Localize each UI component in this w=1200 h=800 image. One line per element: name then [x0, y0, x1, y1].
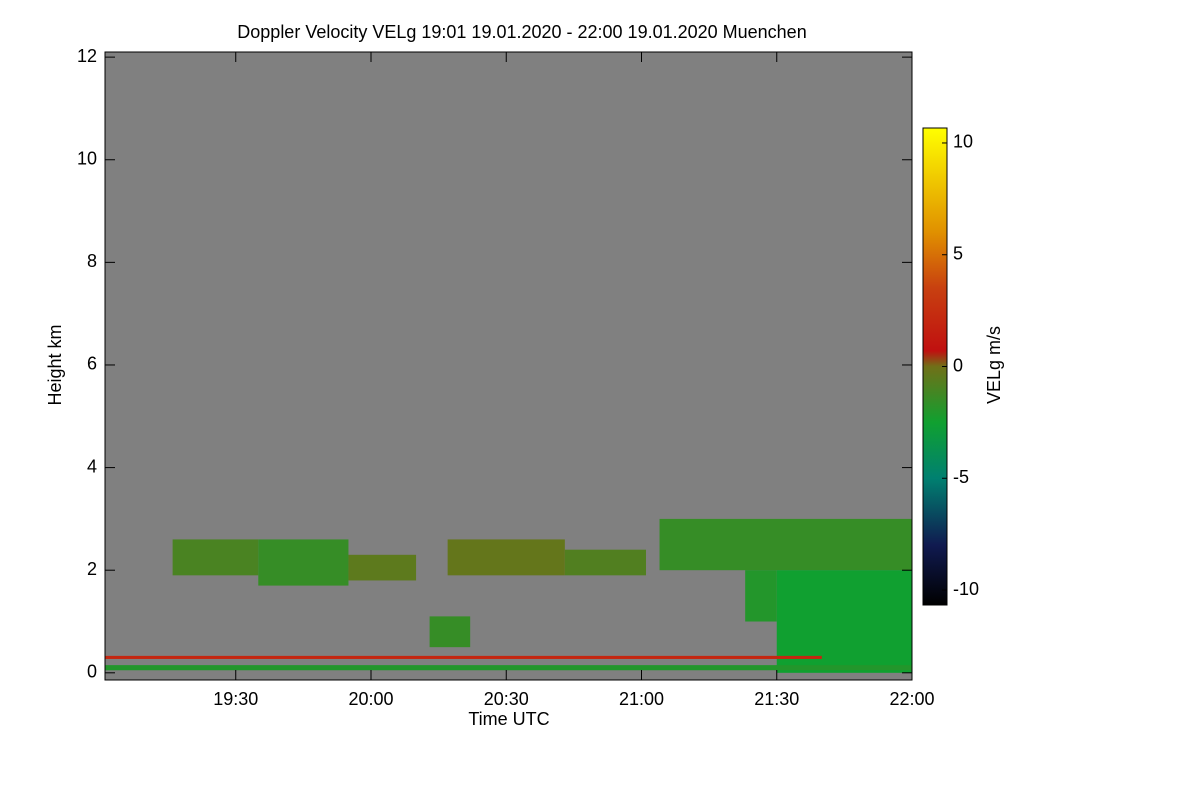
heatmap-cell	[564, 549, 647, 576]
y-tick-label: 10	[77, 148, 97, 168]
y-tick-label: 4	[87, 456, 97, 476]
x-tick-label: 21:00	[619, 689, 664, 709]
x-axis-label: Time UTC	[468, 709, 549, 729]
heatmap-cell	[105, 655, 822, 659]
x-tick-label: 21:30	[754, 689, 799, 709]
plot-frame	[104, 51, 913, 681]
x-tick-label: 22:00	[889, 689, 934, 709]
x-tick-label: 19:30	[213, 689, 258, 709]
y-axis-label: Height km	[45, 324, 65, 405]
x-tick-label: 20:30	[484, 689, 529, 709]
colorbar-tick-label: 0	[953, 355, 963, 375]
colorbar-tick-label: -5	[953, 467, 969, 487]
heatmap-cell	[745, 570, 777, 622]
heatmap-cell	[429, 616, 471, 648]
x-tick-label: 20:00	[348, 689, 393, 709]
chart-title: Doppler Velocity VELg 19:01 19.01.2020 -…	[237, 22, 806, 42]
y-tick-label: 6	[87, 354, 97, 374]
colorbar-tick-label: 10	[953, 132, 973, 152]
colorbar-tick-label: -10	[953, 579, 979, 599]
heatmap-cell	[447, 539, 565, 576]
heatmap-cell	[172, 539, 259, 576]
y-tick-label: 0	[87, 662, 97, 682]
heatmap-cell	[776, 570, 912, 673]
heatmap-cell	[659, 518, 912, 571]
heatmap-cell	[258, 539, 349, 586]
colorbar-tick-label: 5	[953, 243, 963, 263]
y-tick-label: 12	[77, 46, 97, 66]
heatmap-cell	[348, 554, 417, 581]
y-tick-label: 8	[87, 251, 97, 271]
colorbar-label: VELg m/s	[984, 326, 1004, 404]
y-tick-label: 2	[87, 559, 97, 579]
heatmap-cell	[105, 665, 912, 671]
